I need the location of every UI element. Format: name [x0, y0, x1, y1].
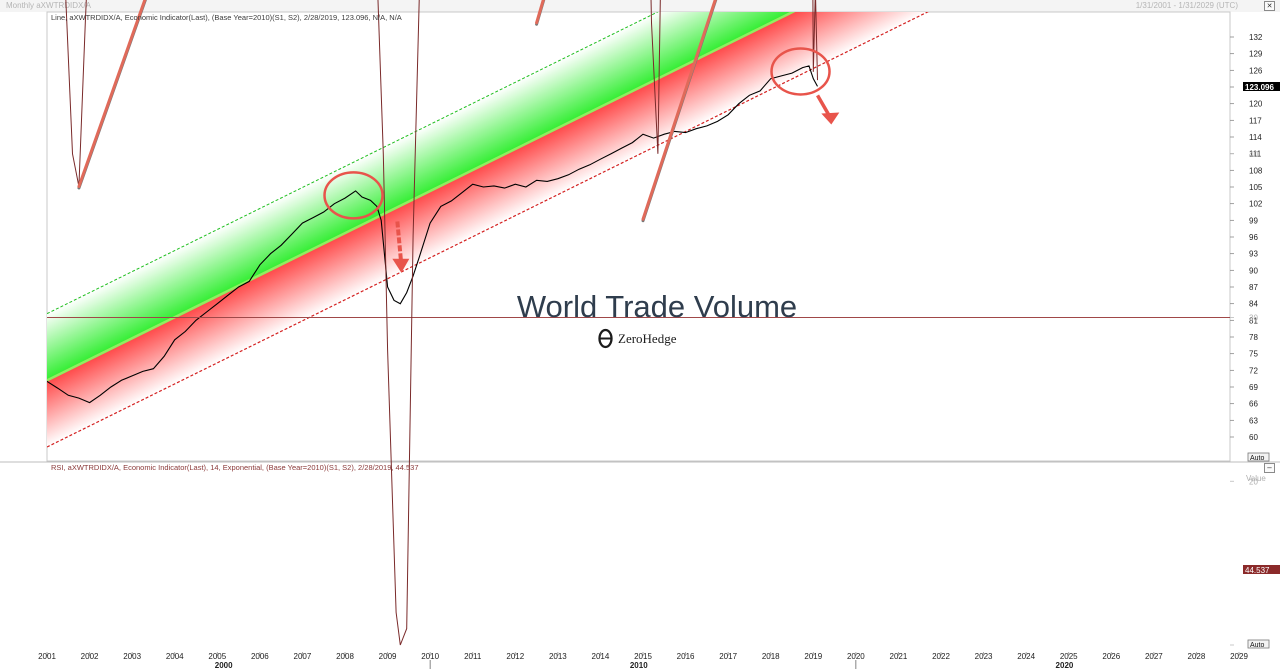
last-price-badge [1243, 82, 1280, 91]
price-tick-label: 69 [1249, 383, 1258, 392]
x-decade-label: 2020 [1056, 661, 1074, 669]
price-auto-label[interactable]: Auto [1250, 455, 1265, 462]
x-tick-label: 2008 [336, 652, 354, 661]
x-tick-label: 2026 [1102, 652, 1120, 661]
price-tick-label: 75 [1249, 350, 1258, 359]
x-tick-label: 2021 [890, 652, 908, 661]
peak-circle-2018 [770, 47, 831, 96]
price-tick-label: 99 [1249, 216, 1258, 225]
rsi-trendline [535, 0, 545, 25]
zerohedge-theta-logo [598, 328, 613, 349]
x-tick-label: 2022 [932, 652, 950, 661]
rsi-auto-label[interactable]: Auto [1250, 642, 1265, 649]
x-tick-label: 2023 [975, 652, 993, 661]
minimize-icon[interactable]: − [1264, 463, 1275, 473]
price-tick-label: 117 [1249, 116, 1262, 125]
price-tick-label: 108 [1249, 166, 1263, 175]
rsi-tick-label: 20 [1249, 477, 1258, 486]
x-tick-label: 2020 [847, 652, 865, 661]
lower-channel-line [47, 12, 929, 448]
x-tick-label: 2025 [1060, 652, 1078, 661]
x-tick-label: 2010 [421, 652, 439, 661]
date-range-label: 1/31/2001 - 1/31/2029 (UTC) [1135, 1, 1238, 10]
x-tick-label: 2007 [294, 652, 312, 661]
price-y-axis: 60 63 66 69 72 75 78 81 84 87 90 93 96 99 102 105 108 111… [1230, 33, 1263, 442]
x-decade-label: 2010 [630, 661, 648, 669]
time-x-axis: 2001 2002 2003 2004 2005 2006 2007 2008 2009 2010… [38, 652, 1248, 669]
price-tick-label: 81 [1249, 316, 1258, 325]
price-tick-label: 63 [1249, 416, 1258, 425]
price-tick-label: 129 [1249, 50, 1263, 59]
price-tick-label: 78 [1249, 333, 1258, 342]
x-tick-label: 2013 [549, 652, 567, 661]
chart-title: World Trade Volume [517, 289, 797, 324]
rsi-value-header: Value [1246, 474, 1266, 483]
price-tick-label: 120 [1249, 100, 1263, 109]
x-tick-label: 2028 [1188, 652, 1206, 661]
x-tick-label: 2003 [123, 652, 141, 661]
window-title-bar: Monthly aXWTRDIDX/A 1/31/2001 - 1/31/202… [0, 0, 1280, 12]
price-tick-label: 60 [1249, 433, 1258, 442]
x-decade-label: 2000 [215, 661, 233, 669]
rsi-tick-label: 40 [1249, 150, 1258, 159]
x-tick-label: 2019 [804, 652, 822, 661]
x-tick-label: 2006 [251, 652, 269, 661]
price-tick-label: 96 [1249, 233, 1258, 242]
price-tick-label: 126 [1249, 66, 1263, 75]
x-tick-label: 2009 [379, 652, 397, 661]
price-tick-label: 87 [1249, 283, 1258, 292]
x-tick-label: 2016 [677, 652, 695, 661]
rsi-trendline-shadow [77, 0, 147, 190]
price-series [47, 65, 818, 404]
brand-name: ZeroHedge [618, 331, 677, 346]
rsi-trendline [641, 0, 717, 221]
x-tick-label: 2018 [762, 652, 780, 661]
price-tick-label: 105 [1249, 183, 1263, 192]
x-tick-label: 2001 [38, 652, 56, 661]
x-tick-label: 2011 [464, 652, 482, 661]
x-tick-label: 2027 [1145, 652, 1163, 661]
price-tick-label: 66 [1249, 400, 1258, 409]
x-tick-label: 2012 [506, 652, 524, 661]
rsi-series [47, 0, 1230, 646]
price-line [47, 65, 818, 404]
rsi-legend: RSI, aXWTRDIDX/A, Economic Indicator(Las… [51, 463, 419, 472]
upper-channel-line [47, 12, 659, 315]
price-tick-label: 90 [1249, 266, 1258, 275]
last-price-label: 123.096 [1245, 83, 1274, 92]
price-panel-frame [46, 11, 1231, 462]
x-tick-label: 2014 [592, 652, 610, 661]
x-tick-label: 2002 [81, 652, 99, 661]
price-tick-label: 132 [1249, 33, 1263, 42]
price-auto-button[interactable]: Auto [1247, 452, 1270, 462]
drop-arrow-head [392, 258, 410, 273]
forecast-arrow-head [821, 112, 840, 125]
rsi-tick-label: 30 [1249, 314, 1258, 323]
price-tick-label: 111 [1249, 150, 1262, 159]
rsi-auto-button[interactable]: Auto [1247, 639, 1270, 649]
price-tick-label: 72 [1249, 366, 1258, 375]
window-title: Monthly aXWTRDIDX/A [6, 1, 91, 10]
rsi-trendline [77, 0, 147, 188]
annotations [77, 0, 840, 273]
x-tick-label: 2015 [634, 652, 652, 661]
x-tick-label: 2024 [1017, 652, 1035, 661]
last-rsi-badge [1243, 565, 1280, 574]
price-legend: Line, aXWTRDIDX/A, Economic Indicator(La… [51, 13, 402, 22]
price-tick-label: 93 [1249, 250, 1258, 259]
mid-channel-line [47, 12, 796, 382]
drop-arrow-shaft [395, 221, 404, 265]
price-tick-label: 84 [1249, 300, 1258, 309]
peak-circle-2008 [323, 171, 384, 220]
trend-channel [47, 12, 929, 448]
last-rsi-label: 44.537 [1245, 566, 1270, 575]
x-tick-label: 2005 [208, 652, 226, 661]
price-tick-label: 102 [1249, 200, 1263, 209]
x-tick-label: 2029 [1230, 652, 1248, 661]
price-tick-label: 114 [1249, 133, 1262, 142]
x-tick-label: 2017 [719, 652, 737, 661]
x-tick-label: 2004 [166, 652, 184, 661]
close-icon[interactable]: ✕ [1264, 1, 1275, 11]
